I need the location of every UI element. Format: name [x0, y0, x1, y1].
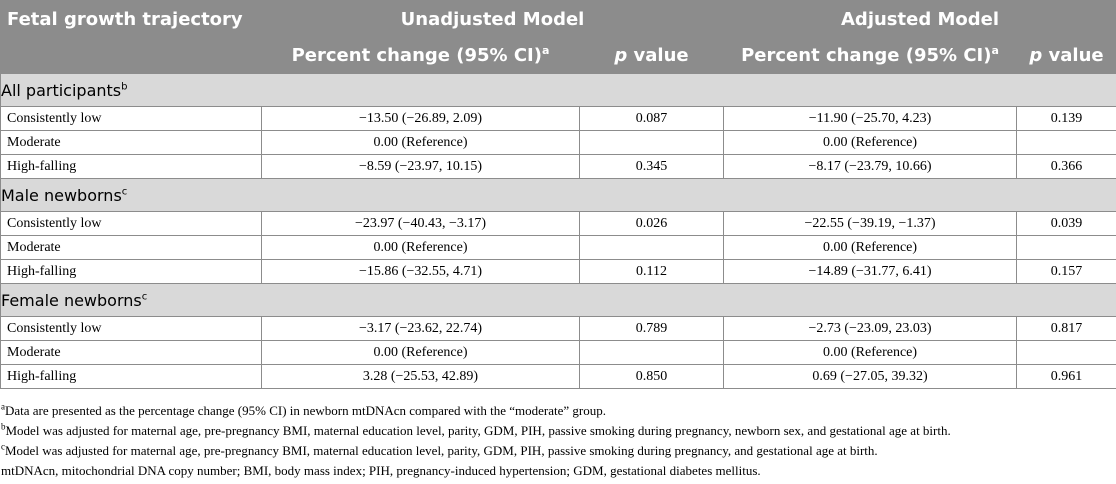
- unadjusted-percent-change: 3.28 (−25.53, 42.89): [261, 364, 580, 389]
- table-row: Consistently low −23.97 (−40.43, −3.17) 0.…: [0, 211, 1116, 236]
- footnote-marker: b: [121, 81, 128, 93]
- unadjusted-percent-change: 0.00 (Reference): [261, 235, 580, 260]
- percent-change-label: Percent change (95% CI): [741, 45, 992, 66]
- unadjusted-p-value: 0.789: [578, 316, 725, 341]
- footnote-text: Data are presented as the percentage cha…: [5, 403, 607, 418]
- adj-p-value-header: p value: [1016, 37, 1116, 74]
- table-row: High-falling −15.86 (−32.55, 4.71) 0.112 −1…: [0, 259, 1116, 284]
- footnote-text: mtDNAcn, mitochondrial DNA copy number; …: [1, 463, 761, 478]
- footnote-marker: b: [1, 421, 6, 432]
- table-row: High-falling 3.28 (−25.53, 42.89) 0.850 0.6…: [0, 364, 1116, 389]
- adjusted-percent-change: −8.17 (−23.79, 10.66): [723, 154, 1018, 179]
- percent-change-label: Percent change (95% CI): [291, 45, 542, 66]
- adjusted-p-value: 0.039: [1016, 211, 1116, 236]
- footnotes: aData are presented as the percentage ch…: [1, 401, 1115, 481]
- footnote-text: Model was adjusted for maternal age, pre…: [5, 423, 951, 438]
- trajectory-label: Consistently low: [0, 211, 262, 236]
- unadjusted-model-header: Unadjusted Model: [260, 0, 725, 38]
- adjusted-percent-change: −2.73 (−23.09, 23.03): [723, 316, 1018, 341]
- trajectory-label: Moderate: [0, 235, 262, 260]
- unadj-p-value-header: p value: [578, 37, 725, 74]
- group-title-text: Male newborns: [1, 185, 122, 205]
- header-row-1: Fetal growth trajectory Unadjusted Model…: [0, 0, 1116, 74]
- table-row: Consistently low −13.50 (−26.89, 2.09) 0.0…: [0, 106, 1116, 131]
- adjusted-p-value: 0.366: [1016, 154, 1116, 179]
- trajectory-label: Moderate: [0, 130, 262, 155]
- trajectory-label: Consistently low: [0, 106, 262, 131]
- header-row-2: Percent change (95% CI)a p value Percent…: [0, 37, 1116, 74]
- trajectory-label: High-falling: [0, 364, 262, 389]
- table-row: Moderate 0.00 (Reference) 0.00 (Reference): [0, 130, 1116, 155]
- adjusted-p-value: [1016, 235, 1116, 260]
- footnote-marker: c: [1, 441, 5, 452]
- unadjusted-p-value: 0.345: [578, 154, 725, 179]
- unadj-percent-change-header: Percent change (95% CI)a: [261, 37, 580, 74]
- adjusted-percent-change: 0.00 (Reference): [723, 235, 1018, 260]
- adjusted-p-value: [1016, 130, 1116, 155]
- p-letter: p: [1029, 45, 1043, 66]
- unadjusted-p-value: 0.026: [578, 211, 725, 236]
- trajectory-label: High-falling: [0, 154, 262, 179]
- adjusted-percent-change: −11.90 (−25.70, 4.23): [723, 106, 1018, 131]
- adjusted-percent-change: −14.89 (−31.77, 6.41): [723, 259, 1018, 284]
- table-header: Fetal growth trajectory Unadjusted Model…: [0, 0, 1116, 74]
- group-header-row: Female newbornsc: [0, 283, 1116, 317]
- adj-percent-change-header: Percent change (95% CI)a: [723, 37, 1018, 74]
- group-header-row: Male newbornsc: [0, 178, 1116, 212]
- footnote-marker: c: [141, 291, 148, 303]
- unadjusted-p-value: [578, 235, 725, 260]
- table-row: Moderate 0.00 (Reference) 0.00 (Reference): [0, 235, 1116, 260]
- footnote-marker: a: [541, 44, 550, 57]
- unadjusted-p-value: 0.112: [578, 259, 725, 284]
- adjusted-p-value: 0.817: [1016, 316, 1116, 341]
- adjusted-percent-change: 0.69 (−27.05, 39.32): [723, 364, 1018, 389]
- adjusted-percent-change: 0.00 (Reference): [723, 340, 1018, 365]
- group-title-text: All participants: [1, 80, 122, 100]
- p-word: value: [1042, 45, 1104, 66]
- unadjusted-percent-change: −13.50 (−26.89, 2.09): [261, 106, 580, 131]
- table-body: All participantsb Consistently low −13.50 …: [0, 73, 1116, 389]
- trajectory-label: High-falling: [0, 259, 262, 284]
- adjusted-percent-change: 0.00 (Reference): [723, 130, 1018, 155]
- unadjusted-p-value: [578, 340, 725, 365]
- unadjusted-percent-change: −23.97 (−40.43, −3.17): [261, 211, 580, 236]
- results-table: Fetal growth trajectory Unadjusted Model…: [0, 0, 1116, 389]
- p-letter: p: [614, 45, 628, 66]
- adjusted-p-value: 0.961: [1016, 364, 1116, 389]
- adjusted-p-value: 0.139: [1016, 106, 1116, 131]
- row-label-header: Fetal growth trajectory: [0, 0, 262, 74]
- unadjusted-percent-change: −8.59 (−23.97, 10.15): [261, 154, 580, 179]
- footnote: cModel was adjusted for maternal age, pr…: [1, 441, 1115, 461]
- adjusted-p-value: 0.157: [1016, 259, 1116, 284]
- group-title: Male newbornsc: [0, 178, 1116, 212]
- unadjusted-percent-change: 0.00 (Reference): [261, 130, 580, 155]
- adjusted-p-value: [1016, 340, 1116, 365]
- unadjusted-p-value: 0.850: [578, 364, 725, 389]
- footnote-marker: a: [991, 44, 999, 57]
- group-header-row: All participantsb: [0, 73, 1116, 107]
- table-row: Moderate 0.00 (Reference) 0.00 (Reference): [0, 340, 1116, 365]
- unadjusted-percent-change: −15.86 (−32.55, 4.71): [261, 259, 580, 284]
- adjusted-model-header: Adjusted Model: [723, 0, 1116, 38]
- footnote-marker: a: [1, 401, 5, 412]
- footnote: bModel was adjusted for maternal age, pr…: [1, 421, 1115, 441]
- group-title: Female newbornsc: [0, 283, 1116, 317]
- footnote: mtDNAcn, mitochondrial DNA copy number; …: [1, 461, 1115, 481]
- unadjusted-p-value: 0.087: [578, 106, 725, 131]
- unadjusted-percent-change: −3.17 (−23.62, 22.74): [261, 316, 580, 341]
- p-word: value: [627, 45, 689, 66]
- group-title: All participantsb: [0, 73, 1116, 107]
- table-row: Consistently low −3.17 (−23.62, 22.74) 0.7…: [0, 316, 1116, 341]
- unadjusted-percent-change: 0.00 (Reference): [261, 340, 580, 365]
- unadjusted-p-value: [578, 130, 725, 155]
- footnote-marker: c: [121, 186, 128, 198]
- footnote-text: Model was adjusted for maternal age, pre…: [5, 443, 878, 458]
- trajectory-label: Moderate: [0, 340, 262, 365]
- footnote: aData are presented as the percentage ch…: [1, 401, 1115, 421]
- adjusted-percent-change: −22.55 (−39.19, −1.37): [723, 211, 1018, 236]
- table-row: High-falling −8.59 (−23.97, 10.15) 0.345 −8…: [0, 154, 1116, 179]
- group-title-text: Female newborns: [1, 290, 142, 310]
- trajectory-label: Consistently low: [0, 316, 262, 341]
